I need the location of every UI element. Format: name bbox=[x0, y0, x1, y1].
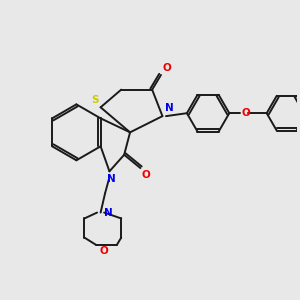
Text: N: N bbox=[165, 103, 174, 113]
Text: S: S bbox=[91, 95, 98, 105]
Text: O: O bbox=[142, 169, 151, 179]
Text: N: N bbox=[104, 208, 113, 218]
Text: O: O bbox=[162, 63, 171, 74]
Text: O: O bbox=[242, 108, 251, 118]
Text: O: O bbox=[99, 246, 108, 256]
Text: N: N bbox=[106, 174, 115, 184]
